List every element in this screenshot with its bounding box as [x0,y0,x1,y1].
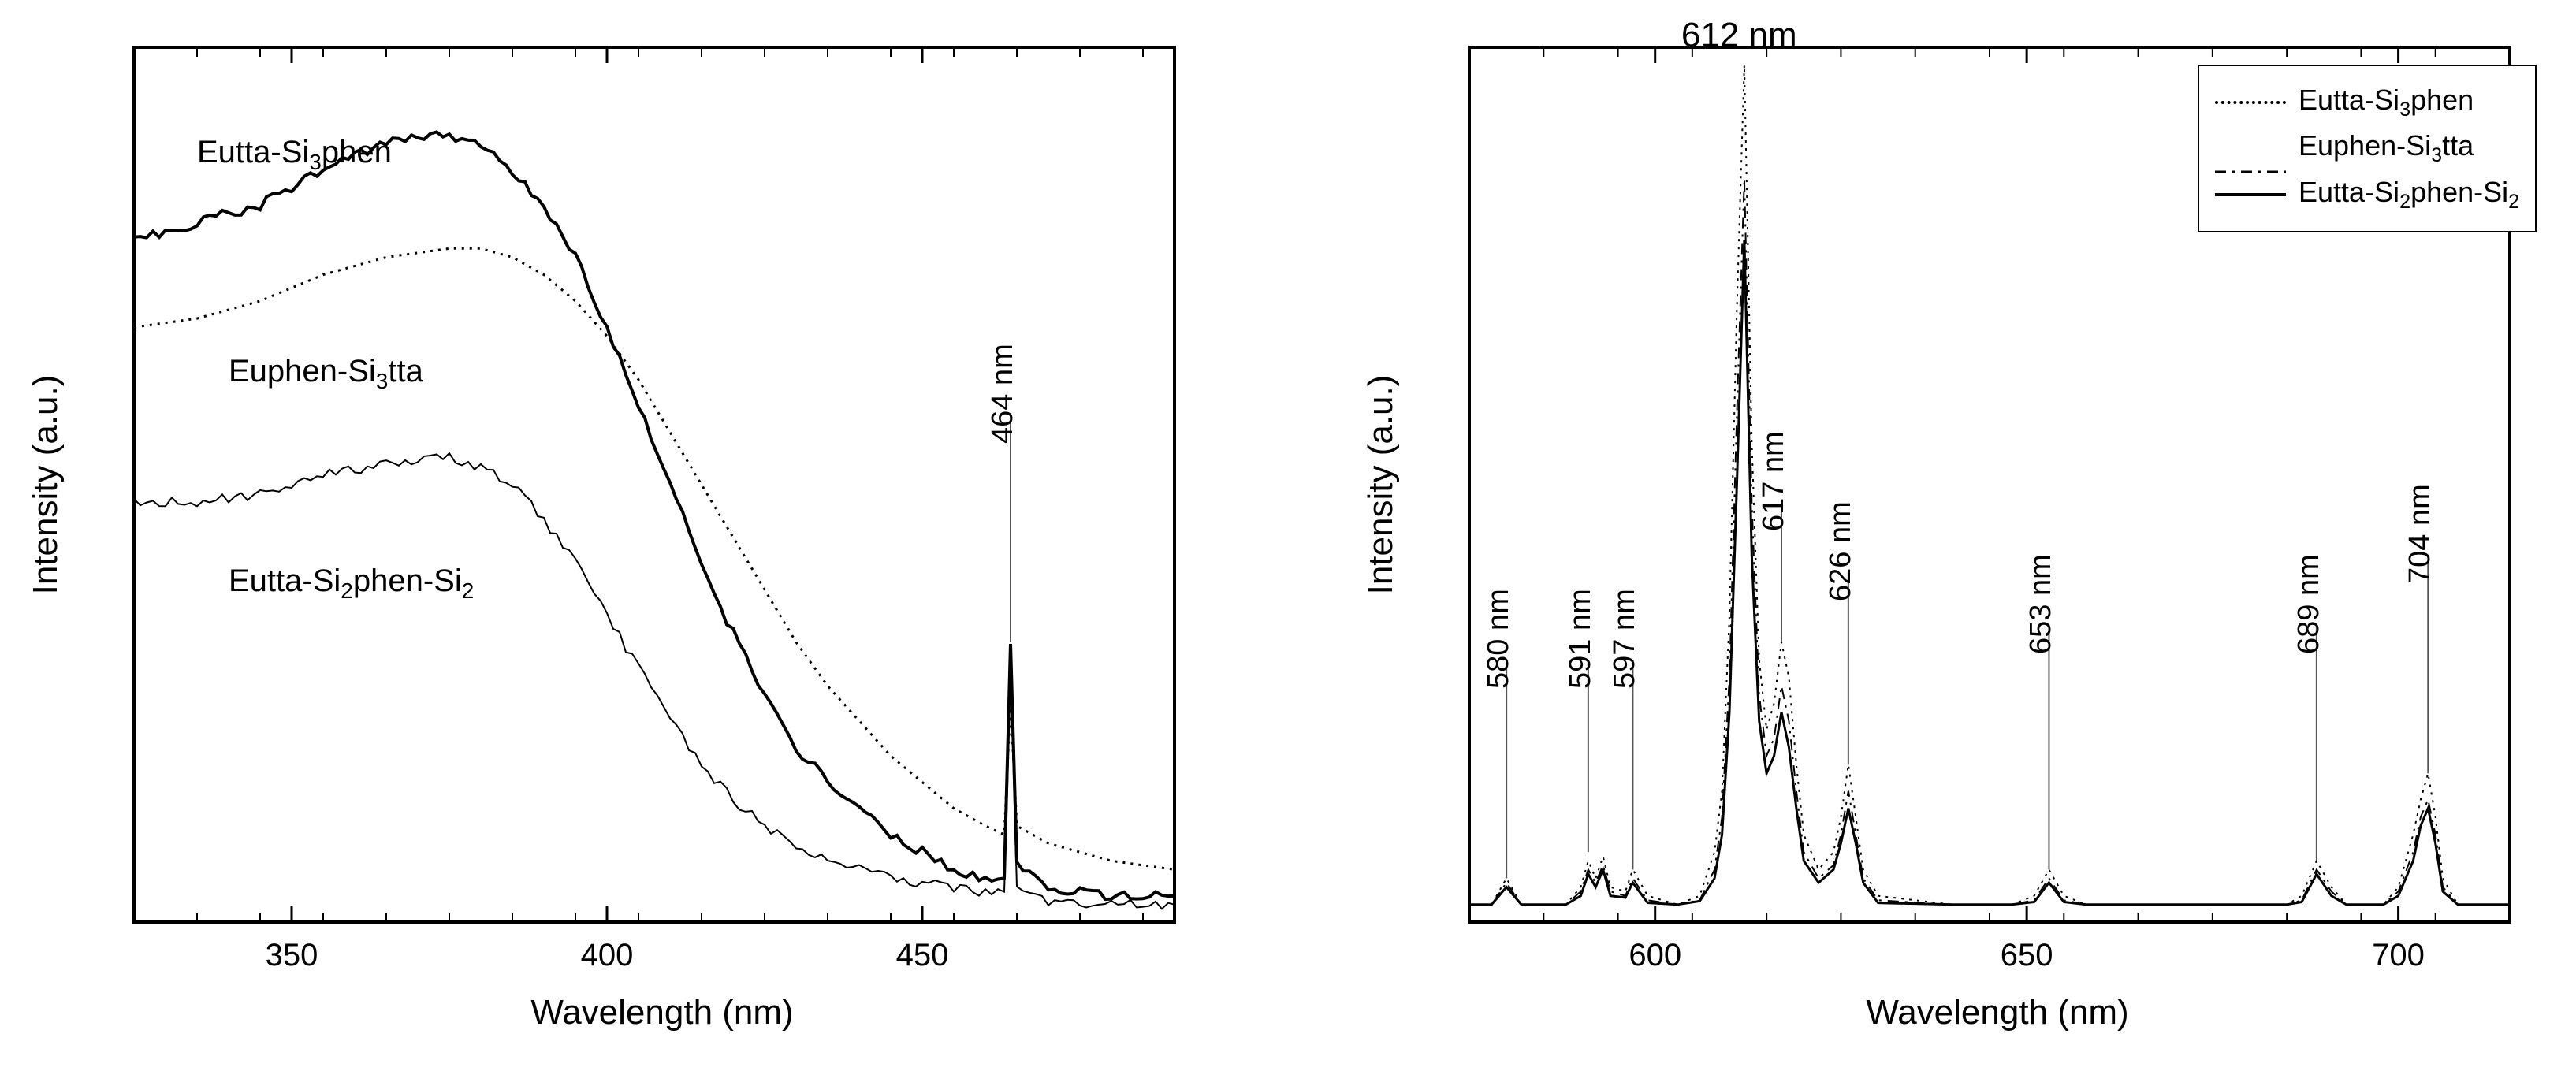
legend: Eutta-Si3phen Euphen-Si3tta Eutta-Si2phen-… [2198,65,2537,232]
series-label-Euphen-Si3tta: Euphen-Si3tta [229,354,423,394]
peak-label: 653 nm [2024,554,2058,654]
x-tick-label: 450 [891,938,954,973]
peak-label: 580 nm [1482,589,1516,689]
series-label-Eutta-Si2phen-Si2: Eutta-Si2phen-Si2 [229,563,474,604]
series-Eutta-Si3phen [134,132,1174,899]
peak-label: 617 nm [1757,431,1791,531]
panel-left-excitation: Intensity (a.u.) Wavelength (nm) 350 400 450… [16,16,1209,1070]
y-axis-label: Intensity (a.u.) [26,375,65,595]
legend-item: Euphen-Si3tta [2215,129,2519,167]
x-tick-label: 700 [2367,938,2430,973]
series-label-Eutta-Si3phen: Eutta-Si3phen [197,135,392,175]
panel-right-emission: Intensity (a.u.) Wavelength (nm) 600 650 700… [1351,16,2544,1070]
peak-label: 464 nm [986,344,1020,444]
x-tick-label: 400 [575,938,638,973]
peak-label: 626 nm [1824,501,1858,601]
legend-label: Eutta-Si3phen [2299,84,2474,121]
legend-label: Eutta-Si2phen-Si2 [2299,176,2519,214]
series-Eutta-Si2phen-Si2 [134,453,1174,909]
peak-label: 591 nm [1564,589,1598,689]
plot-svg [134,47,1190,961]
legend-item: Eutta-Si2phen-Si2 [2215,176,2519,214]
legend-label: Euphen-Si3tta [2299,129,2474,167]
legend-swatch [2215,193,2286,196]
x-axis-label: Wavelength (nm) [512,993,812,1032]
x-tick-label: 350 [260,938,323,973]
x-tick-label: 600 [1624,938,1687,973]
y-axis-label: Intensity (a.u.) [1361,375,1401,595]
series-Euphen-Si3tta [1469,179,2510,905]
peak-label: 597 nm [1608,589,1642,689]
series-Eutta-Si2phen-Si2 [1469,240,2510,905]
plot-frame [134,47,1174,922]
series-Euphen-Si3tta [134,248,1174,869]
figure-container: Intensity (a.u.) Wavelength (nm) 350 400 450… [0,0,2576,1086]
x-tick-label: 650 [1995,938,2058,973]
peak-label: 704 nm [2403,484,2437,584]
peak-label: 689 nm [2292,554,2326,654]
x-axis-label: Wavelength (nm) [1848,993,2147,1032]
legend-item: Eutta-Si3phen [2215,84,2519,121]
peak-label-top: 612 nm [1681,16,1797,55]
legend-swatch [2215,101,2286,104]
